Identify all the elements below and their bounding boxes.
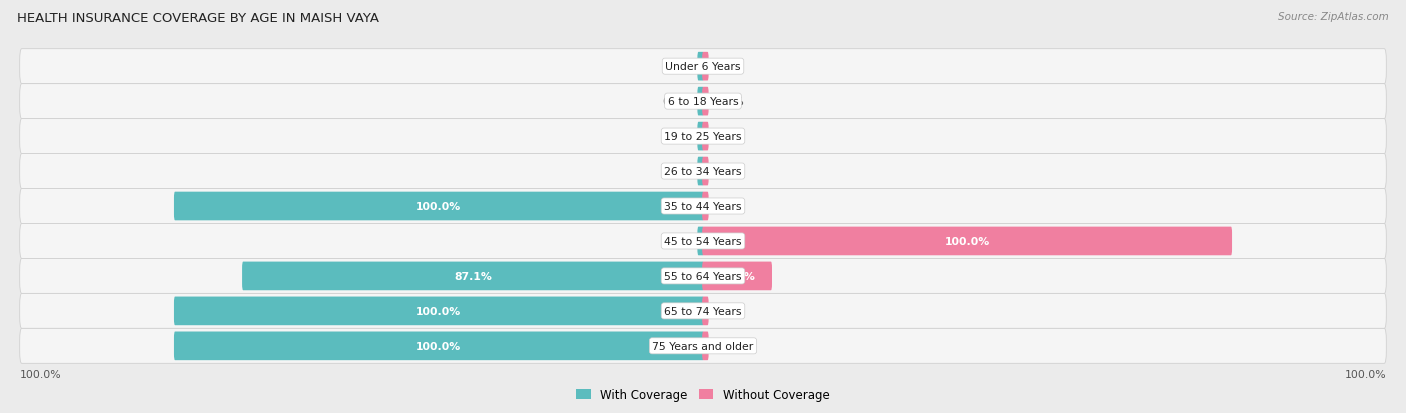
Text: 100.0%: 100.0% [20,369,62,379]
Text: 0.0%: 0.0% [717,166,744,177]
Text: 6 to 18 Years: 6 to 18 Years [668,97,738,107]
FancyBboxPatch shape [697,88,704,116]
Text: Under 6 Years: Under 6 Years [665,62,741,72]
Text: 100.0%: 100.0% [945,236,990,247]
Text: 87.1%: 87.1% [454,271,492,281]
Text: 75 Years and older: 75 Years and older [652,341,754,351]
FancyBboxPatch shape [20,224,1386,259]
Text: 0.0%: 0.0% [717,341,744,351]
Text: 55 to 64 Years: 55 to 64 Years [664,271,742,281]
FancyBboxPatch shape [174,192,704,221]
Text: 0.0%: 0.0% [717,97,744,107]
Legend: With Coverage, Without Coverage: With Coverage, Without Coverage [576,389,830,401]
FancyBboxPatch shape [702,227,1232,256]
FancyBboxPatch shape [697,157,704,186]
Text: 0.0%: 0.0% [717,202,744,211]
FancyBboxPatch shape [20,154,1386,189]
FancyBboxPatch shape [174,332,704,360]
Text: 0.0%: 0.0% [662,236,689,247]
FancyBboxPatch shape [702,297,709,325]
FancyBboxPatch shape [702,122,709,151]
FancyBboxPatch shape [20,50,1386,84]
FancyBboxPatch shape [697,53,704,81]
FancyBboxPatch shape [702,192,709,221]
Text: 0.0%: 0.0% [662,132,689,142]
FancyBboxPatch shape [20,84,1386,119]
FancyBboxPatch shape [702,262,772,291]
FancyBboxPatch shape [702,88,709,116]
Text: 0.0%: 0.0% [717,306,744,316]
FancyBboxPatch shape [702,53,709,81]
Text: Source: ZipAtlas.com: Source: ZipAtlas.com [1278,12,1389,22]
FancyBboxPatch shape [702,157,709,186]
Text: 100.0%: 100.0% [1344,369,1386,379]
Text: 100.0%: 100.0% [416,341,461,351]
Text: 65 to 74 Years: 65 to 74 Years [664,306,742,316]
FancyBboxPatch shape [702,332,709,360]
Text: 0.0%: 0.0% [717,132,744,142]
FancyBboxPatch shape [174,297,704,325]
FancyBboxPatch shape [20,189,1386,224]
FancyBboxPatch shape [20,294,1386,329]
Text: HEALTH INSURANCE COVERAGE BY AGE IN MAISH VAYA: HEALTH INSURANCE COVERAGE BY AGE IN MAIS… [17,12,378,25]
Text: 35 to 44 Years: 35 to 44 Years [664,202,742,211]
Text: 0.0%: 0.0% [662,97,689,107]
Text: 0.0%: 0.0% [662,166,689,177]
Text: 26 to 34 Years: 26 to 34 Years [664,166,742,177]
Text: 12.9%: 12.9% [718,271,756,281]
FancyBboxPatch shape [20,329,1386,363]
Text: 100.0%: 100.0% [416,306,461,316]
FancyBboxPatch shape [242,262,704,291]
Text: 19 to 25 Years: 19 to 25 Years [664,132,742,142]
Text: 0.0%: 0.0% [662,62,689,72]
Text: 45 to 54 Years: 45 to 54 Years [664,236,742,247]
FancyBboxPatch shape [20,259,1386,294]
FancyBboxPatch shape [697,122,704,151]
FancyBboxPatch shape [697,227,704,256]
FancyBboxPatch shape [20,119,1386,154]
Text: 100.0%: 100.0% [416,202,461,211]
Text: 0.0%: 0.0% [717,62,744,72]
